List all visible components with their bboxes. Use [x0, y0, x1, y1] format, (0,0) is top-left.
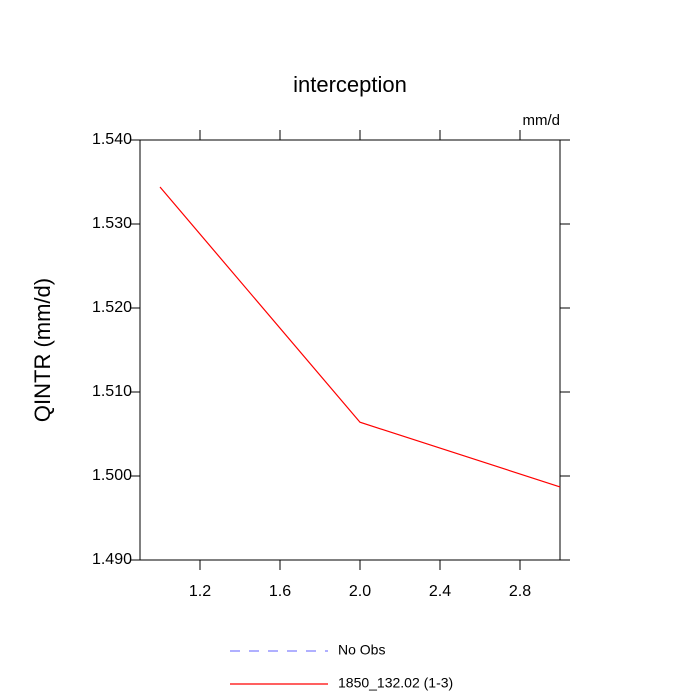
annotation: mm/d	[523, 112, 561, 129]
chart-title: interception	[293, 72, 407, 97]
y-axis-label: QINTR (mm/d)	[30, 278, 55, 422]
y-tick-label: 1.510	[92, 383, 132, 400]
y-tick-label: 1.530	[92, 215, 132, 232]
x-tick-label: 2.8	[509, 583, 531, 600]
x-tick-label: 2.4	[429, 583, 451, 600]
plot-frame	[139, 139, 561, 561]
y-tick-label: 1.500	[92, 467, 132, 484]
x-tick-label: 2.0	[349, 583, 371, 600]
data-line	[159, 186, 561, 488]
x-tick-label: 1.6	[269, 583, 291, 600]
y-tick-label: 1.490	[92, 551, 132, 568]
y-tick-label: 1.520	[92, 299, 132, 316]
x-tick-label: 1.2	[189, 583, 211, 600]
legend-label: No Obs	[338, 642, 385, 658]
legend-label: 1850_132.02 (1-3)	[338, 675, 453, 691]
y-tick-label: 1.540	[92, 131, 132, 148]
